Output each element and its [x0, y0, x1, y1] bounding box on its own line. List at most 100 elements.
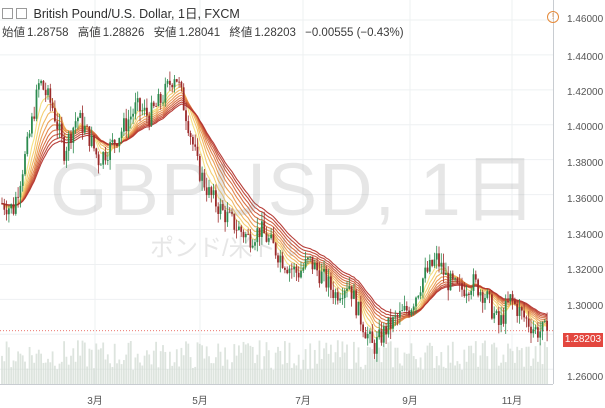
volume-bar — [380, 362, 383, 384]
candle-body — [509, 294, 512, 302]
candle-body — [270, 234, 272, 239]
volume-bar — [95, 343, 98, 384]
watermark-symbol: GBPUSD, 1日 — [50, 148, 539, 231]
alert-icon[interactable]: ! — [547, 11, 559, 23]
candle-body — [481, 292, 484, 303]
candle-body — [339, 298, 341, 301]
candle-body — [192, 137, 194, 145]
volume-bar — [148, 354, 151, 384]
open-label: 始値 — [2, 27, 25, 39]
candle-body — [435, 253, 438, 260]
candle-body — [442, 262, 445, 275]
volume-bar — [281, 364, 284, 384]
volume-bar — [157, 367, 160, 384]
volume-bar — [79, 355, 82, 384]
candle-body — [534, 327, 537, 330]
candle-body — [491, 294, 493, 319]
candle-body — [42, 80, 45, 90]
volume-bar — [376, 343, 378, 384]
candle-body — [313, 262, 316, 270]
volume-bar — [362, 369, 364, 384]
volume-bar — [511, 351, 514, 384]
candle-body — [19, 185, 22, 198]
volume-bar — [40, 353, 42, 384]
volume-bar — [194, 366, 197, 384]
volume-bar — [47, 358, 49, 384]
volume-bar — [518, 350, 521, 384]
volume-bar — [120, 364, 123, 384]
volume-bar — [417, 367, 420, 384]
candle-body — [249, 234, 252, 248]
candle-body — [412, 306, 415, 311]
candle-body — [378, 329, 381, 338]
volume-bar — [111, 366, 114, 384]
volume-bar — [261, 369, 263, 384]
volume-bar — [355, 362, 358, 384]
volume-bar — [231, 362, 233, 384]
candle-body — [81, 112, 84, 133]
volume-bar — [323, 348, 325, 384]
candle-body — [254, 242, 256, 246]
volume-bar — [472, 353, 475, 384]
candle-body — [60, 123, 63, 137]
candle-body — [14, 196, 17, 214]
candle-body — [212, 190, 215, 196]
candle-body — [410, 310, 413, 316]
volume-bar — [327, 353, 330, 384]
volume-bar — [382, 345, 385, 384]
candle-body — [428, 260, 431, 272]
candle-body — [484, 297, 486, 303]
volume-bar — [49, 362, 52, 384]
volume-bar — [215, 357, 217, 384]
volume-bar — [378, 347, 381, 384]
volume-bar — [263, 356, 266, 384]
candle-body — [293, 266, 295, 270]
candle-body — [389, 317, 392, 329]
candle-body — [445, 272, 447, 275]
candle-body — [244, 233, 247, 238]
candle-body — [100, 164, 102, 166]
volume-bar — [164, 351, 167, 384]
volume-bar — [35, 353, 38, 384]
volume-bar — [244, 344, 247, 384]
ma-ribbon-line — [1, 94, 548, 325]
candle-body — [83, 125, 86, 133]
candle-body — [143, 107, 146, 111]
volume-bar — [412, 356, 415, 384]
volume-bar — [297, 354, 300, 384]
candle-body — [486, 291, 489, 298]
volume-bar — [1, 355, 3, 384]
volume-bar — [196, 342, 199, 384]
candle-body — [348, 286, 351, 289]
volume-bar — [24, 361, 26, 384]
candle-body — [178, 81, 180, 83]
candle-body — [157, 94, 160, 107]
volume-bar — [477, 366, 479, 384]
candle-body — [215, 190, 217, 207]
volume-bar — [371, 349, 374, 384]
candle-body — [173, 79, 176, 88]
candle-body — [159, 94, 162, 103]
volume-bar — [33, 362, 36, 384]
volume-bar — [488, 369, 491, 384]
volume-bar — [313, 349, 316, 384]
volume-bar — [366, 346, 369, 384]
candle-body — [353, 290, 355, 299]
candle-body — [399, 310, 401, 318]
candle-body — [54, 108, 56, 122]
volume-bar — [19, 353, 22, 384]
candle-body — [537, 327, 539, 338]
volume-bar — [509, 348, 512, 384]
volume-bar — [238, 345, 240, 384]
candle-body — [511, 294, 514, 301]
candle-body — [90, 135, 93, 146]
volume-bar — [330, 344, 332, 384]
volume-bar — [83, 342, 86, 384]
candle-body — [132, 113, 134, 117]
candle-body — [311, 256, 314, 270]
candle-body — [238, 226, 240, 231]
candle-body — [113, 139, 116, 144]
volume-bar — [150, 364, 153, 384]
candle-body — [141, 110, 144, 112]
